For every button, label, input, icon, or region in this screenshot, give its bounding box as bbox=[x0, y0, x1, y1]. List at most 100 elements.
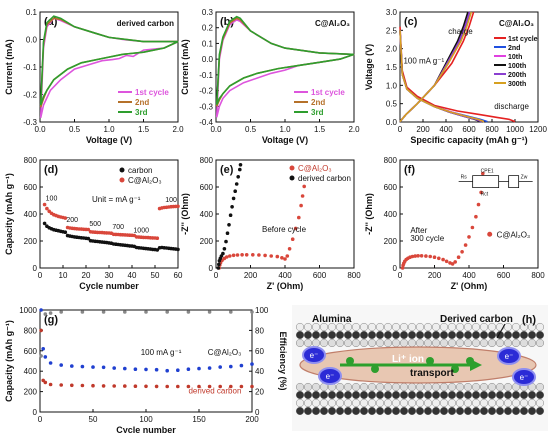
alumina-ball bbox=[464, 399, 473, 408]
data-point bbox=[207, 384, 212, 389]
alumina-ball-rows bbox=[296, 323, 545, 416]
y-tick-label: 0.3 bbox=[202, 8, 214, 17]
x-tick-label: 200 bbox=[245, 415, 259, 424]
alumina-ball bbox=[480, 383, 489, 392]
alumina-ball bbox=[496, 391, 505, 400]
y-axis-label: -Z'' (Ohm) bbox=[180, 193, 190, 235]
rate-label: 200 bbox=[66, 217, 78, 224]
alumina-ball bbox=[480, 323, 489, 332]
y-tick-label: 200 bbox=[200, 237, 214, 246]
alumina-ball bbox=[408, 391, 417, 400]
x-tick-label: 1.0 bbox=[103, 125, 115, 134]
x-tick-label: 200 bbox=[428, 271, 442, 280]
li-ion-label: Li⁺ ion bbox=[392, 354, 424, 365]
data-point bbox=[112, 384, 116, 388]
alumina-ball bbox=[520, 339, 529, 348]
y2-tick-label: 100 bbox=[255, 306, 269, 315]
alumina-ball bbox=[440, 407, 449, 416]
alumina-ball bbox=[416, 331, 425, 340]
y-tick-label: 0.1 bbox=[202, 39, 214, 48]
alumina-ball bbox=[336, 407, 345, 416]
x-tick-label: 200 bbox=[416, 125, 430, 134]
alumina-ball bbox=[376, 331, 385, 340]
alumina-ball bbox=[528, 407, 537, 416]
y-tick-label: 2.5 bbox=[386, 26, 398, 35]
plot-panels: 0.0 0.5 1.0 1.5 2.0 -0.3 -0.2 -0.1 0.0 0.1 Voltage… bbox=[4, 8, 547, 433]
x-tick-label: 800 bbox=[531, 271, 545, 280]
alumina-ball bbox=[344, 331, 353, 340]
alumina-ball bbox=[320, 323, 329, 332]
alumina-ball bbox=[328, 407, 337, 416]
derived-carbon-label: Derived carbon bbox=[440, 314, 513, 325]
y-tick-label: 0.0 bbox=[26, 36, 38, 45]
legend-swatch bbox=[119, 167, 125, 173]
data-point bbox=[165, 384, 169, 389]
data-point bbox=[476, 202, 481, 207]
data-point bbox=[257, 253, 261, 257]
y-tick-label: 600 bbox=[24, 347, 38, 356]
alumina-ball bbox=[360, 339, 369, 348]
legend-swatch bbox=[289, 165, 295, 171]
x-tick-label: 60 bbox=[174, 271, 183, 280]
alumina-ball bbox=[384, 383, 393, 392]
alumina-ball bbox=[344, 399, 353, 408]
alumina-ball bbox=[488, 383, 497, 392]
panel-c-frame bbox=[399, 11, 539, 123]
alumina-ball bbox=[432, 383, 441, 392]
data-point bbox=[444, 259, 449, 264]
circuit-label: CPE1 bbox=[481, 169, 494, 175]
alumina-ball bbox=[456, 331, 465, 340]
alumina-ball bbox=[304, 331, 313, 340]
data-point bbox=[460, 250, 464, 254]
alumina-ball bbox=[312, 383, 321, 392]
li-ion bbox=[451, 365, 459, 373]
data-point bbox=[251, 253, 255, 257]
alumina-ball bbox=[304, 323, 313, 332]
lithium-ions bbox=[346, 357, 474, 373]
data-point bbox=[42, 221, 47, 226]
data-point bbox=[154, 384, 159, 389]
legend-label: 3rd bbox=[311, 108, 324, 117]
rate-label: 500 bbox=[89, 221, 101, 228]
data-point bbox=[70, 364, 74, 368]
legend-label: 2nd bbox=[508, 45, 520, 52]
electron-label: e⁻ bbox=[520, 373, 529, 382]
data-point bbox=[479, 190, 483, 195]
alumina-ball bbox=[464, 323, 473, 332]
data-point bbox=[80, 310, 85, 314]
alumina-ball bbox=[448, 391, 457, 400]
y-axis-label: Capacity (mAh g⁻¹) bbox=[4, 320, 14, 402]
alumina-ball bbox=[296, 399, 305, 408]
data-point bbox=[302, 184, 307, 189]
data-point bbox=[86, 227, 91, 232]
alumina-ball bbox=[400, 331, 409, 340]
alumina-ball bbox=[296, 339, 305, 348]
legend-swatch bbox=[289, 175, 295, 181]
data-point bbox=[250, 362, 254, 366]
alumina-ball bbox=[432, 407, 441, 416]
panel-b: 0.0 0.5 1.0 1.5 2.0 -0.4 -0.3 -0.2 -0.1 0.0 0.1 0.2… bbox=[180, 8, 360, 145]
alumina-ball bbox=[512, 407, 521, 416]
alumina-ball bbox=[376, 399, 385, 408]
data-point bbox=[59, 310, 63, 314]
alumina-ball bbox=[512, 391, 521, 400]
x-axis-label: Z' (Ohm) bbox=[451, 281, 488, 291]
data-point bbox=[176, 368, 180, 373]
panel-label: (e) bbox=[220, 164, 234, 176]
alumina-ball bbox=[440, 391, 449, 400]
data-point bbox=[238, 167, 242, 172]
electron bbox=[302, 346, 326, 364]
alumina-ball bbox=[536, 331, 545, 340]
legend-label: 300th bbox=[508, 81, 526, 88]
alumina-ball bbox=[312, 339, 321, 348]
alumina-ball bbox=[392, 399, 401, 408]
data-point bbox=[86, 236, 91, 241]
alumina-ball bbox=[352, 383, 361, 392]
data-point bbox=[450, 262, 455, 266]
y-axis-label: Current (mA) bbox=[4, 39, 14, 95]
data-point bbox=[283, 257, 287, 261]
data-point bbox=[250, 384, 254, 389]
y-tick-label: 0 bbox=[393, 264, 398, 273]
y-tick-label: 0.0 bbox=[202, 55, 214, 64]
alumina-ball bbox=[440, 339, 449, 348]
